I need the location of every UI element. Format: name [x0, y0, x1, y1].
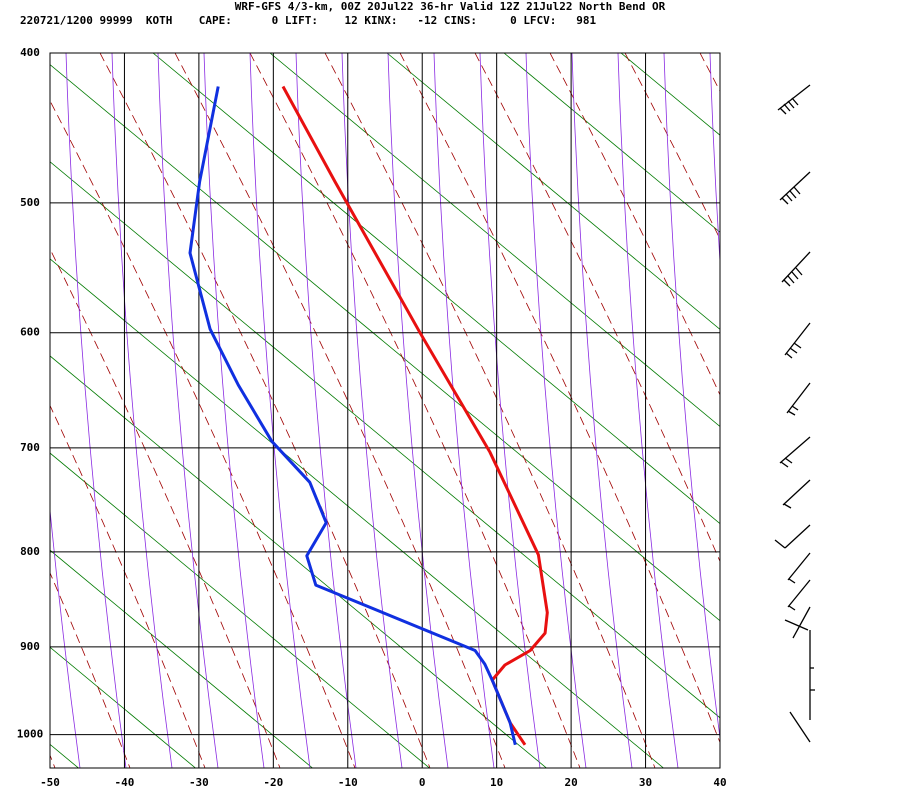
isopleth-purple — [756, 53, 816, 768]
isopleth-red — [50, 248, 281, 768]
y-tick-label: 1000 — [17, 728, 44, 741]
isopleth-purple — [295, 53, 357, 768]
x-tick-label: 0 — [419, 776, 426, 789]
wind-barbs — [774, 84, 815, 743]
isopleth-purple — [50, 506, 81, 768]
isopleth-purple — [479, 53, 541, 768]
x-tick-label: 40 — [713, 776, 726, 789]
y-tick-label: 500 — [20, 196, 40, 209]
isopleth-red — [549, 53, 720, 396]
isopleth-purple — [341, 53, 403, 768]
isopleth-green — [50, 646, 197, 768]
isopleth-purple — [111, 53, 173, 768]
y-tick-label: 400 — [20, 46, 40, 59]
isopleth-purple — [571, 53, 633, 768]
x-tick-label: 10 — [490, 776, 503, 789]
background-lines — [50, 53, 816, 768]
isopleth-purple — [617, 53, 679, 768]
chart-title: WRF-GFS 4/3-km, 00Z 20Jul22 36-hr Valid … — [235, 0, 666, 13]
y-tick-label: 700 — [20, 441, 40, 454]
chart-subtitle: 220721/1200 99999 KOTH CAPE: 0 LIFT: 12 … — [20, 14, 597, 27]
isopleth-red — [249, 53, 581, 768]
isopleth-purple — [249, 53, 311, 768]
profiles — [188, 85, 549, 746]
isopleth-green — [50, 161, 720, 719]
isopleth-red — [50, 404, 206, 768]
x-tick-label: -20 — [263, 776, 283, 789]
isopleth-purple — [203, 53, 265, 768]
isopleth-purple — [663, 53, 720, 741]
isopleth-purple — [525, 53, 587, 768]
isopleth-red — [624, 53, 720, 240]
x-tick-label: -50 — [40, 776, 60, 789]
isopleth-purple — [433, 53, 495, 768]
isopleth-green — [50, 258, 665, 768]
profile-line — [281, 85, 549, 746]
x-tick-label: -40 — [115, 776, 135, 789]
isopleth-red — [399, 53, 720, 744]
isopleth-green — [152, 53, 720, 525]
y-tick-label: 800 — [20, 545, 40, 558]
grid — [49, 52, 721, 768]
plot-frame — [49, 52, 721, 769]
isopleth-red — [324, 53, 656, 768]
isopleth-red — [174, 53, 506, 768]
isopleth-red — [474, 53, 720, 563]
isopleth-green — [386, 53, 720, 330]
isopleth-green — [503, 53, 720, 233]
isopleth-green — [620, 53, 720, 136]
y-tick-label: 600 — [20, 326, 40, 339]
isopleth-purple — [65, 53, 127, 768]
isopleth-green — [50, 64, 720, 622]
isopleth-purple — [709, 53, 720, 268]
isopleth-green — [50, 355, 548, 768]
isopleth-red — [50, 99, 356, 768]
x-tick-label: -30 — [189, 776, 209, 789]
x-tick-label: 30 — [639, 776, 652, 789]
isopleth-red — [50, 571, 131, 768]
isopleth-red — [699, 53, 720, 93]
isopleth-green — [50, 549, 314, 768]
profile-line — [188, 86, 517, 746]
isopleth-green — [269, 53, 720, 428]
isopleth-purple — [157, 53, 219, 768]
y-tick-label: 900 — [20, 640, 40, 653]
isopleth-purple — [387, 53, 449, 768]
isopleth-red — [50, 754, 56, 768]
x-tick-label: -10 — [338, 776, 358, 789]
isopleth-red — [99, 53, 431, 768]
x-tick-label: 20 — [564, 776, 577, 789]
